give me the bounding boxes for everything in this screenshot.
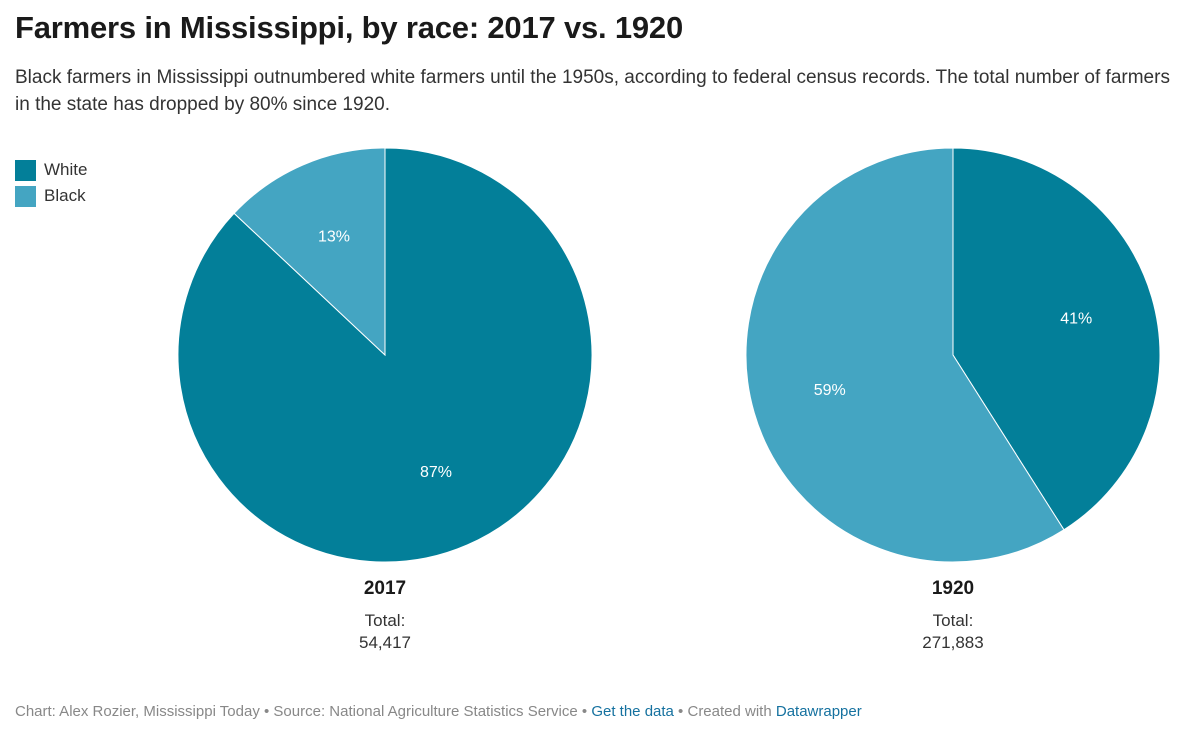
footer: Chart: Alex Rozier, Mississippi Today • … [15, 703, 862, 720]
pie-1920-label-black: 59% [814, 382, 846, 399]
pie-2017-total: Total: 54,417 [235, 610, 535, 654]
pie-1920-total-value: 271,883 [922, 633, 984, 652]
footer-source: Source: National Agriculture Statistics … [273, 703, 578, 720]
legend-swatch-white [15, 159, 36, 181]
footer-credit: Chart: Alex Rozier, Mississippi Today [15, 703, 260, 720]
pie-2017-title: 2017 [363, 578, 407, 599]
pie-1920-title: 1920 [931, 578, 975, 599]
pie-1920-total-label: Total: [932, 611, 974, 630]
legend-label-black: Black [44, 186, 86, 205]
pie-2017-label-black: 13% [318, 228, 350, 245]
pie-2017-total-label: Total: [364, 611, 406, 630]
legend-label-white: White [44, 160, 88, 179]
legend-swatch-black [15, 185, 36, 207]
pie-2017-label-white: 87% [420, 464, 452, 481]
legend: White Black [15, 157, 87, 209]
pie-2017-slice-black[interactable] [233, 147, 386, 357]
chart-subtitle: Black farmers in Mississippi outnumbered… [15, 67, 1170, 115]
pie-2017-slice-white[interactable] [177, 147, 593, 563]
legend-item-white: White [15, 157, 87, 183]
footer-separator: • [577, 703, 592, 720]
datawrapper-link[interactable]: Datawrapper [775, 703, 862, 720]
chart-title: Farmers in Mississippi, by race: 2017 vs… [15, 10, 684, 45]
pie-2017-total-value: 54,417 [359, 633, 411, 652]
pie-1920-label-white: 41% [1060, 310, 1092, 327]
footer-created-with: Created with [687, 703, 776, 720]
pie-1920-slice-white[interactable] [952, 147, 1161, 531]
footer-separator: • [259, 703, 274, 720]
pie-1920-slice-black[interactable] [745, 147, 1065, 563]
legend-item-black: Black [15, 183, 87, 209]
get-the-data-link[interactable]: Get the data [591, 703, 674, 720]
footer-separator: • [673, 703, 688, 720]
pie-1920-total: Total: 271,883 [803, 610, 1103, 654]
